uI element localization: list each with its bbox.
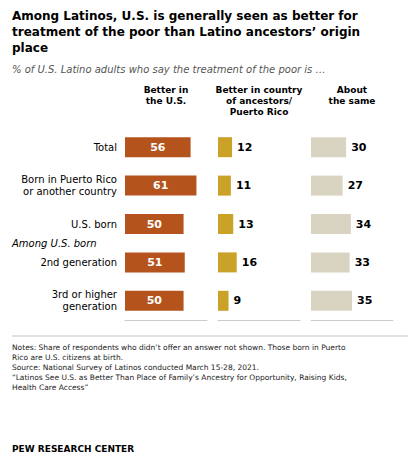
svg-text:PEW RESEARCH CENTER: PEW RESEARCH CENTER bbox=[12, 444, 134, 454]
svg-text:34: 34 bbox=[356, 218, 372, 231]
svg-text:9: 9 bbox=[234, 294, 242, 307]
svg-text:Among Latinos, U.S. is general: Among Latinos, U.S. is generally seen as… bbox=[12, 9, 358, 23]
svg-text:Rico are U.S. citizens at birt: Rico are U.S. citizens at birth. bbox=[12, 353, 123, 362]
svg-text:56: 56 bbox=[150, 141, 166, 154]
svg-text:30: 30 bbox=[351, 141, 367, 154]
svg-text:50: 50 bbox=[147, 294, 163, 307]
svg-text:treatment of the poor than Lat: treatment of the poor than Latino ancest… bbox=[12, 25, 360, 39]
svg-text:or another country: or another country bbox=[23, 186, 117, 197]
svg-text:Puerto Rico: Puerto Rico bbox=[230, 107, 289, 117]
svg-text:11: 11 bbox=[236, 179, 251, 192]
svg-text:27: 27 bbox=[348, 179, 363, 192]
svg-text:35: 35 bbox=[357, 294, 372, 307]
svg-text:generation: generation bbox=[63, 301, 117, 312]
svg-text:Born in Puerto Rico: Born in Puerto Rico bbox=[21, 174, 117, 185]
svg-text:16: 16 bbox=[242, 256, 258, 269]
svg-text:Better in: Better in bbox=[144, 85, 189, 95]
svg-text:Health Care Access”: Health Care Access” bbox=[12, 383, 88, 392]
svg-text:Total: Total bbox=[93, 142, 117, 153]
svg-text:About: About bbox=[337, 85, 368, 95]
svg-text:Source: National Survey of Lat: Source: National Survey of Latinos condu… bbox=[12, 363, 259, 372]
svg-text:51: 51 bbox=[147, 256, 162, 269]
svg-text:Better in country: Better in country bbox=[216, 85, 303, 95]
svg-text:Notes: Share of respondents wh: Notes: Share of respondents who didn’t o… bbox=[12, 343, 346, 352]
svg-text:50: 50 bbox=[147, 218, 163, 231]
svg-text:“Latinos See U.S. as Better Th: “Latinos See U.S. as Better Than Place o… bbox=[12, 373, 347, 382]
svg-text:the U.S.: the U.S. bbox=[146, 96, 187, 106]
svg-text:% of U.S. Latino adults who sa: % of U.S. Latino adults who say the trea… bbox=[12, 64, 326, 75]
svg-text:12: 12 bbox=[237, 141, 252, 154]
svg-text:3rd or higher: 3rd or higher bbox=[52, 289, 118, 300]
svg-text:61: 61 bbox=[153, 179, 168, 192]
svg-text:13: 13 bbox=[238, 218, 253, 231]
svg-text:the same: the same bbox=[329, 96, 376, 106]
svg-text:U.S. born: U.S. born bbox=[71, 219, 117, 230]
svg-text:33: 33 bbox=[355, 256, 370, 269]
svg-text:place: place bbox=[12, 41, 48, 55]
svg-text:of ancestors/: of ancestors/ bbox=[226, 96, 293, 106]
svg-text:Among U.S. born: Among U.S. born bbox=[11, 238, 97, 249]
svg-text:2nd generation: 2nd generation bbox=[40, 257, 117, 268]
